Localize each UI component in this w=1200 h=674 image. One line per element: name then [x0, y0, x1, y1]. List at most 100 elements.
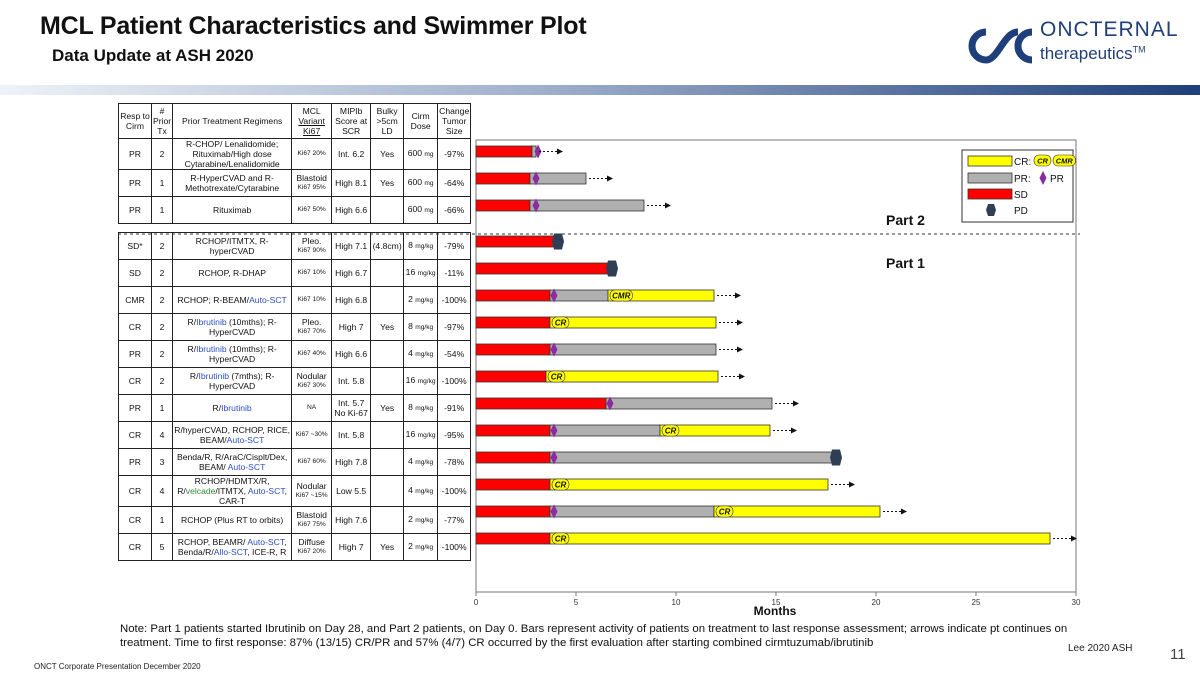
cr-segment [549, 532, 1051, 545]
table-row: CMR 2 RCHOP; R-BEAM/Auto-SCT Ki67 10% High 6… [118, 286, 472, 314]
cell-bulky: Yes [370, 394, 405, 422]
cell-dose: 16 mg/kg [403, 259, 439, 287]
pr-marker [606, 396, 614, 411]
patient-bar: CR [475, 370, 745, 383]
header-change: Change Tumor Size [437, 103, 472, 139]
cr-segment [549, 316, 717, 329]
cell-mipi: High 7.1 [331, 232, 372, 260]
patient-bar: CR [475, 316, 743, 329]
cell-resp: SD [118, 259, 152, 287]
cr-marker-label: CR [555, 481, 567, 490]
legend-cr-marker [1052, 154, 1076, 167]
cr-marker [547, 370, 566, 383]
table-row: CR 2 R/Ibrutinib (7mths); R-HyperCVAD Nodul… [118, 367, 472, 395]
cell-regimen: R/Ibrutinib [172, 394, 293, 422]
patient-bar: CR [475, 478, 855, 491]
slide-title: MCL Patient Characteristics and Swimmer … [40, 12, 587, 40]
pr-marker [550, 342, 558, 357]
x-tick-label: 15 [772, 598, 781, 607]
legend-label: SD [1014, 190, 1028, 201]
patient-bar [475, 396, 799, 411]
cell-bulky [370, 259, 405, 287]
legend-pr-marker [1039, 171, 1047, 185]
table-row: CR 4 RCHOP/HDMTX/R, R/velcade/ITMTX, Auto-… [118, 475, 472, 507]
patient-characteristics-table: Resp to Cirm # Prior Tx Prior Treatment … [118, 103, 472, 561]
cell-resp: PR [118, 169, 152, 197]
x-axis-label: Months [754, 604, 797, 618]
cr-marker [551, 316, 570, 329]
sd-segment [475, 397, 607, 410]
pr-segment [549, 451, 833, 464]
cell-resp: CR [118, 533, 152, 561]
slide-subtitle: Data Update at ASH 2020 [52, 46, 254, 65]
cell-variant: Diffuse Ki67 20% [291, 533, 333, 561]
ongoing-arrowhead [607, 175, 613, 182]
sd-segment [475, 199, 531, 212]
ongoing-arrowhead [665, 202, 671, 209]
table-row: SD 2 RCHOP, R-DHAP Ki67 10% High 6.7 16 mg/kg… [118, 259, 472, 287]
ongoing-arrowhead [737, 346, 743, 353]
x-tick-label: 30 [1072, 598, 1081, 607]
cell-change: -66% [437, 196, 472, 224]
cell-prior: 1 [150, 196, 174, 224]
cell-regimen: R/Ibrutinib (10mths); R-HyperCVAD [172, 313, 293, 341]
sd-segment [475, 451, 551, 464]
ongoing-arrowhead [735, 292, 741, 299]
ongoing-arrowhead [791, 427, 797, 434]
pr-segment [549, 424, 661, 437]
cell-resp: CR [118, 475, 152, 507]
cell-bulky [370, 475, 405, 507]
table-row: PR 2 R/Ibrutinib (10mths); R-HyperCVAD Ki67… [118, 340, 472, 368]
patient-bar [475, 171, 613, 186]
ongoing-arrowhead [737, 319, 743, 326]
cell-variant: Pleo. Ki67 90% [291, 232, 333, 260]
patient-bar: CR [475, 504, 907, 519]
sd-segment [475, 370, 547, 383]
sd-segment [475, 262, 609, 275]
pr-segment [549, 343, 717, 356]
table-row: PR 1 R-HyperCVAD and R-Methotrexate/Cytara… [118, 169, 472, 197]
pr-segment [529, 199, 645, 212]
header-band [0, 85, 1200, 95]
cell-change: -100% [437, 533, 472, 561]
cr-marker [661, 424, 680, 437]
cell-resp: CR [118, 367, 152, 395]
cr-marker-label: CR [555, 535, 567, 544]
footer: ONCT Corporate Presentation December 202… [34, 662, 201, 671]
cr-segment [607, 289, 715, 302]
ongoing-arrowhead [793, 400, 799, 407]
patient-bar [475, 260, 618, 277]
header-mipi: MIPIb Score at SCR [331, 103, 372, 139]
sd-segment [475, 343, 551, 356]
pr-marker [550, 423, 558, 438]
legend-swatch-sd [967, 188, 1013, 200]
part-label: Part 1 [886, 255, 925, 271]
pr-marker [550, 288, 558, 303]
x-tick-label: 10 [672, 598, 681, 607]
x-tick-label: 5 [574, 598, 579, 607]
cr-marker [551, 532, 570, 545]
sd-segment [475, 424, 551, 437]
cell-change: -64% [437, 169, 472, 197]
cell-variant: Ki67 40% [291, 340, 333, 368]
oncternal-logo-icon [968, 28, 1033, 64]
sd-segment [475, 478, 551, 491]
x-tick-label: 25 [972, 598, 981, 607]
sd-segment [475, 235, 555, 248]
cell-prior: 2 [150, 138, 174, 170]
patient-bar [475, 342, 743, 357]
ongoing-arrowhead [849, 481, 855, 488]
patient-bar [475, 198, 671, 213]
part-label: Part 2 [886, 212, 925, 228]
ongoing-arrowhead [739, 373, 745, 380]
cr-marker-label: CR [551, 373, 563, 382]
cr-marker [551, 478, 570, 491]
cell-variant: Ki67 20% [291, 138, 333, 170]
cell-variant: Blastoid Ki67 95% [291, 169, 333, 197]
cell-regimen: R/Ibrutinib (7mths); R-HyperCVAD [172, 367, 293, 395]
pd-marker [606, 260, 618, 277]
cell-bulky [370, 340, 405, 368]
cell-bulky: Yes [370, 138, 405, 170]
ongoing-arrowhead [1071, 535, 1077, 542]
